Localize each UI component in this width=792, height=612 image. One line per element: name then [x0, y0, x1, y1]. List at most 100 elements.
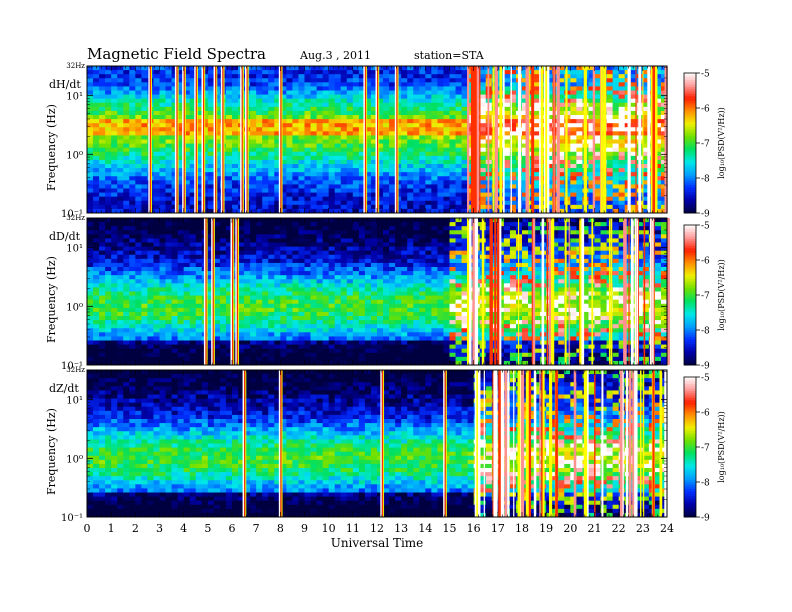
spectrogram-cell — [377, 172, 384, 177]
spectrogram-cell — [534, 200, 541, 206]
spectrogram-cell — [183, 102, 191, 108]
spectrogram-cell — [534, 204, 541, 210]
spectrogram-cell — [292, 106, 299, 112]
spectrogram-cell — [177, 267, 185, 272]
spectrogram-cell — [141, 151, 148, 157]
spectrogram-cell — [129, 192, 136, 198]
spectrogram-cell — [479, 119, 487, 124]
spectrogram-cell — [93, 135, 100, 140]
spectrogram-cell — [328, 147, 336, 153]
spectrogram-cell — [389, 200, 396, 206]
spectrogram-cell — [304, 180, 311, 185]
spectrogram-cell — [159, 218, 166, 223]
spectrogram-cell — [117, 324, 124, 329]
spectrogram-cell — [105, 192, 112, 198]
spectrogram-cell — [171, 188, 179, 193]
spike-burst — [600, 66, 603, 213]
spectrogram-cell — [334, 86, 342, 91]
spectrogram-cell — [606, 143, 614, 149]
spectrogram-cell — [304, 164, 311, 169]
spectrogram-cell — [141, 275, 148, 280]
spectrogram-cell — [588, 78, 595, 83]
spectrogram-cell — [171, 196, 179, 202]
spectrogram-cell — [165, 98, 172, 104]
spike-overlay — [148, 66, 671, 213]
spectrogram-cell — [594, 180, 601, 185]
spectrogram-cell — [328, 168, 336, 173]
spectrogram-cell — [207, 303, 215, 309]
spectrogram-cell — [334, 184, 342, 189]
spectrogram-cell — [153, 340, 160, 345]
spectrogram-cell — [389, 110, 396, 116]
spectrogram-cell — [304, 196, 311, 202]
spectrogram-cell — [594, 119, 601, 124]
spectrogram-cell — [346, 184, 354, 189]
spectrogram-cell — [316, 131, 324, 136]
spectrogram-cell — [225, 332, 233, 337]
spectrogram-cell — [195, 262, 203, 268]
spectrogram-cell — [558, 94, 565, 100]
spectrogram-cell — [177, 336, 185, 341]
colorbar-step — [684, 194, 696, 198]
spectrogram-cell — [177, 106, 185, 112]
spectrogram-cell — [256, 299, 263, 305]
spectrogram-cell — [117, 299, 124, 305]
spectrogram-cell — [431, 208, 438, 214]
spike-burst — [546, 66, 550, 213]
spike-yellow — [378, 66, 380, 213]
colorbar-step — [684, 122, 696, 125]
spectrogram-cell — [443, 192, 450, 198]
spectrogram-cell — [165, 119, 172, 124]
spectrogram-cell — [147, 242, 154, 247]
spectrogram-cell — [522, 106, 529, 112]
spectrogram-cell — [225, 360, 233, 366]
spectrogram-cell — [135, 115, 142, 120]
spectrogram-cell — [570, 131, 577, 136]
spectrogram-cell — [129, 70, 136, 75]
spectrogram-cell — [195, 90, 203, 95]
spectrogram-cell — [268, 139, 275, 144]
spectrogram-cell — [117, 176, 124, 181]
spectrogram-cell — [443, 106, 450, 112]
spectrogram-cell — [165, 295, 172, 301]
spectrogram-cell — [87, 180, 94, 185]
spectrogram-cell — [268, 115, 275, 120]
spectrogram-cell — [105, 360, 112, 366]
spectrogram-cell — [425, 155, 432, 161]
spectrogram-cell — [135, 316, 142, 321]
spectrogram-cell — [256, 159, 263, 165]
spectrogram-cell — [207, 70, 215, 75]
spectrogram-cell — [165, 176, 172, 181]
spectrogram-cell — [425, 172, 432, 177]
spectrogram-cell — [93, 176, 100, 181]
spectrogram-cell — [304, 86, 311, 91]
spectrogram-cell — [189, 295, 197, 301]
spectrogram-cell — [425, 151, 432, 157]
spectrogram-cell — [225, 119, 233, 124]
spectrogram-cell — [316, 180, 324, 185]
spectrogram-cell — [111, 299, 118, 305]
spectrogram-cell — [407, 66, 414, 71]
spectrogram-cell — [534, 86, 541, 91]
spectrogram-cell — [352, 159, 360, 165]
spectrogram-cell — [129, 180, 136, 185]
spectrogram-cell — [425, 119, 432, 124]
spectrogram-cell — [219, 218, 227, 223]
spectrogram-cell — [244, 279, 251, 284]
spectrogram-cell — [642, 82, 650, 87]
spectrogram-cell — [93, 74, 100, 79]
spike-burst — [652, 66, 654, 213]
spectrogram-cell — [93, 291, 100, 296]
spectrogram-cell — [268, 119, 275, 124]
spectrogram-cell — [111, 226, 118, 231]
spectrogram-cell — [618, 208, 626, 214]
spectrogram-cell — [141, 110, 148, 116]
spectrogram-cell — [322, 192, 330, 198]
spectrogram-cell — [93, 299, 100, 305]
spectrogram-cell — [87, 279, 94, 284]
y-tick-label: 10¹ — [66, 92, 83, 103]
spectrogram-cell — [147, 340, 154, 345]
spectrogram-cell — [207, 119, 215, 124]
spectrogram-cell — [189, 70, 197, 75]
spectrogram-cell — [594, 204, 601, 210]
